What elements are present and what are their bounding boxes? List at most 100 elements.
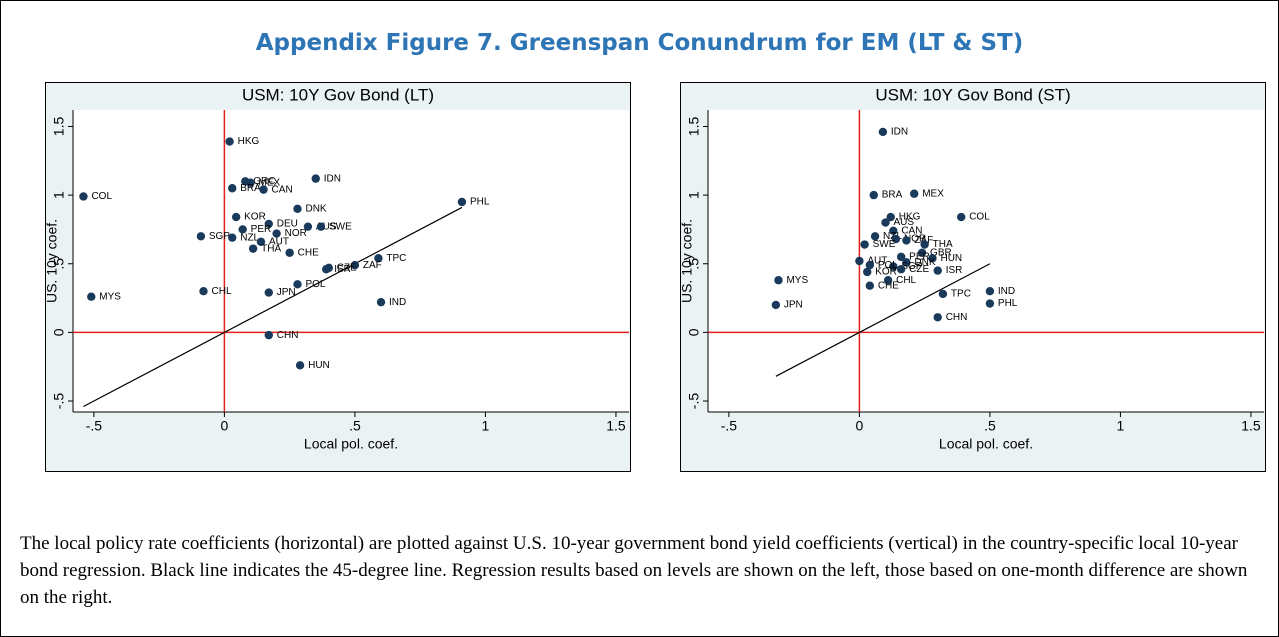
plot-area [73,110,629,412]
point [196,232,206,241]
point-label: CHE [878,280,899,291]
y-tick-label: 0 [51,328,67,336]
point [920,240,929,249]
point [231,212,241,222]
y-axis-title: US. 10y coef. [680,219,695,303]
point [295,361,305,370]
y-tick-label: 1 [51,191,67,199]
point [891,234,901,244]
figure-title: Appendix Figure 7. Greenspan Conundrum f… [255,30,1024,56]
point-label: CZE [909,264,929,275]
point [957,212,966,222]
y-tick-label: 1.5 [686,117,702,137]
chart-title: USM: 10Y Gov Bond (LT) [242,85,434,104]
point [272,229,281,238]
point-label: CHN [277,330,299,341]
x-tick-label: 0 [221,418,229,434]
point-label: PHL [470,197,490,208]
point-label: AUS [894,217,915,228]
point [324,263,334,273]
point [886,212,895,222]
x-tick-label: .5 [984,418,996,434]
point [228,184,237,193]
point [376,297,386,307]
point-label: IND [389,297,406,308]
point-label: ISR [334,264,351,275]
point [896,252,906,262]
y-tick-label: 1.5 [51,117,67,137]
y-axis-title: US. 10y coef. [45,219,60,303]
point-label: DNK [305,203,326,214]
x-tick-label: .5 [349,418,361,434]
point-label: SWE [329,221,352,232]
point-label: IDN [891,127,908,138]
point-label: COL [91,191,112,202]
point-label: MYS [99,291,121,302]
point-label: CHN [946,312,968,323]
point [860,240,869,249]
point-label: PER [909,252,930,263]
point-label: BRA [240,183,261,194]
point-label: ISR [946,265,963,276]
point [285,248,294,257]
point-label: BRA [882,190,903,201]
y-tick-label: .5 [686,258,702,270]
point [246,178,255,187]
point-label: THA [933,239,953,250]
point-label: THA [261,243,281,254]
point-label: DNK [914,257,935,268]
point-label: TPC [386,253,406,264]
point [896,265,906,274]
point-label: COL [969,212,990,223]
point-label: NOR [904,234,926,245]
chart: USM: 10Y Gov Bond (LT) -.5 0 .5 1 1.5 -.5 0 .5 1 1… [45,82,631,472]
point [869,190,878,200]
point-label: JPN [784,300,803,311]
point-label: PER [251,224,272,235]
point-label: CHL [212,286,232,297]
point [350,260,360,270]
point-label: POL [878,260,898,271]
point-label: HUN [940,253,962,264]
point [259,185,268,194]
point-label: GBR [930,247,952,258]
point [228,233,237,242]
x-tick-label: 1.5 [1241,418,1261,434]
point-label: SGP [901,261,922,272]
x-axis-title: Local pol. coef. [939,436,1033,452]
y-tick-label: 0 [686,328,702,336]
point-label: HUN [308,360,330,371]
point [883,276,893,285]
point [457,197,467,207]
point-label: AUT [867,256,887,267]
point [985,287,995,296]
point [225,137,234,146]
chart: USM: 10Y Gov Bond (ST) -.5 0 .5 1 1.5 -.5 0 .5 1 1… [680,82,1266,472]
point [938,289,948,299]
point-label: CAN [272,184,293,195]
x-tick-label: 1 [1117,418,1125,434]
point-label: DEU [277,219,298,230]
point [248,244,258,253]
diagonal-line [83,206,463,408]
point-label: MYS [786,275,808,286]
point [293,204,302,214]
point-label: KOR [244,212,266,223]
x-tick-label: 1 [482,418,490,434]
point [199,287,208,296]
point [881,218,890,227]
point [910,189,919,198]
point-label: CAN [901,225,922,236]
point [902,236,911,245]
point [985,299,995,308]
point-label: IND [998,286,1015,297]
point-label: POL [305,279,325,290]
point-label: CHE [298,247,319,258]
point-label: AUS [316,221,337,232]
point [865,281,875,290]
diagonal-line [775,263,991,377]
point-label: KOR [875,267,897,278]
point [889,262,898,271]
point-label: SGP [209,231,230,242]
point-label: SWE [873,239,896,250]
